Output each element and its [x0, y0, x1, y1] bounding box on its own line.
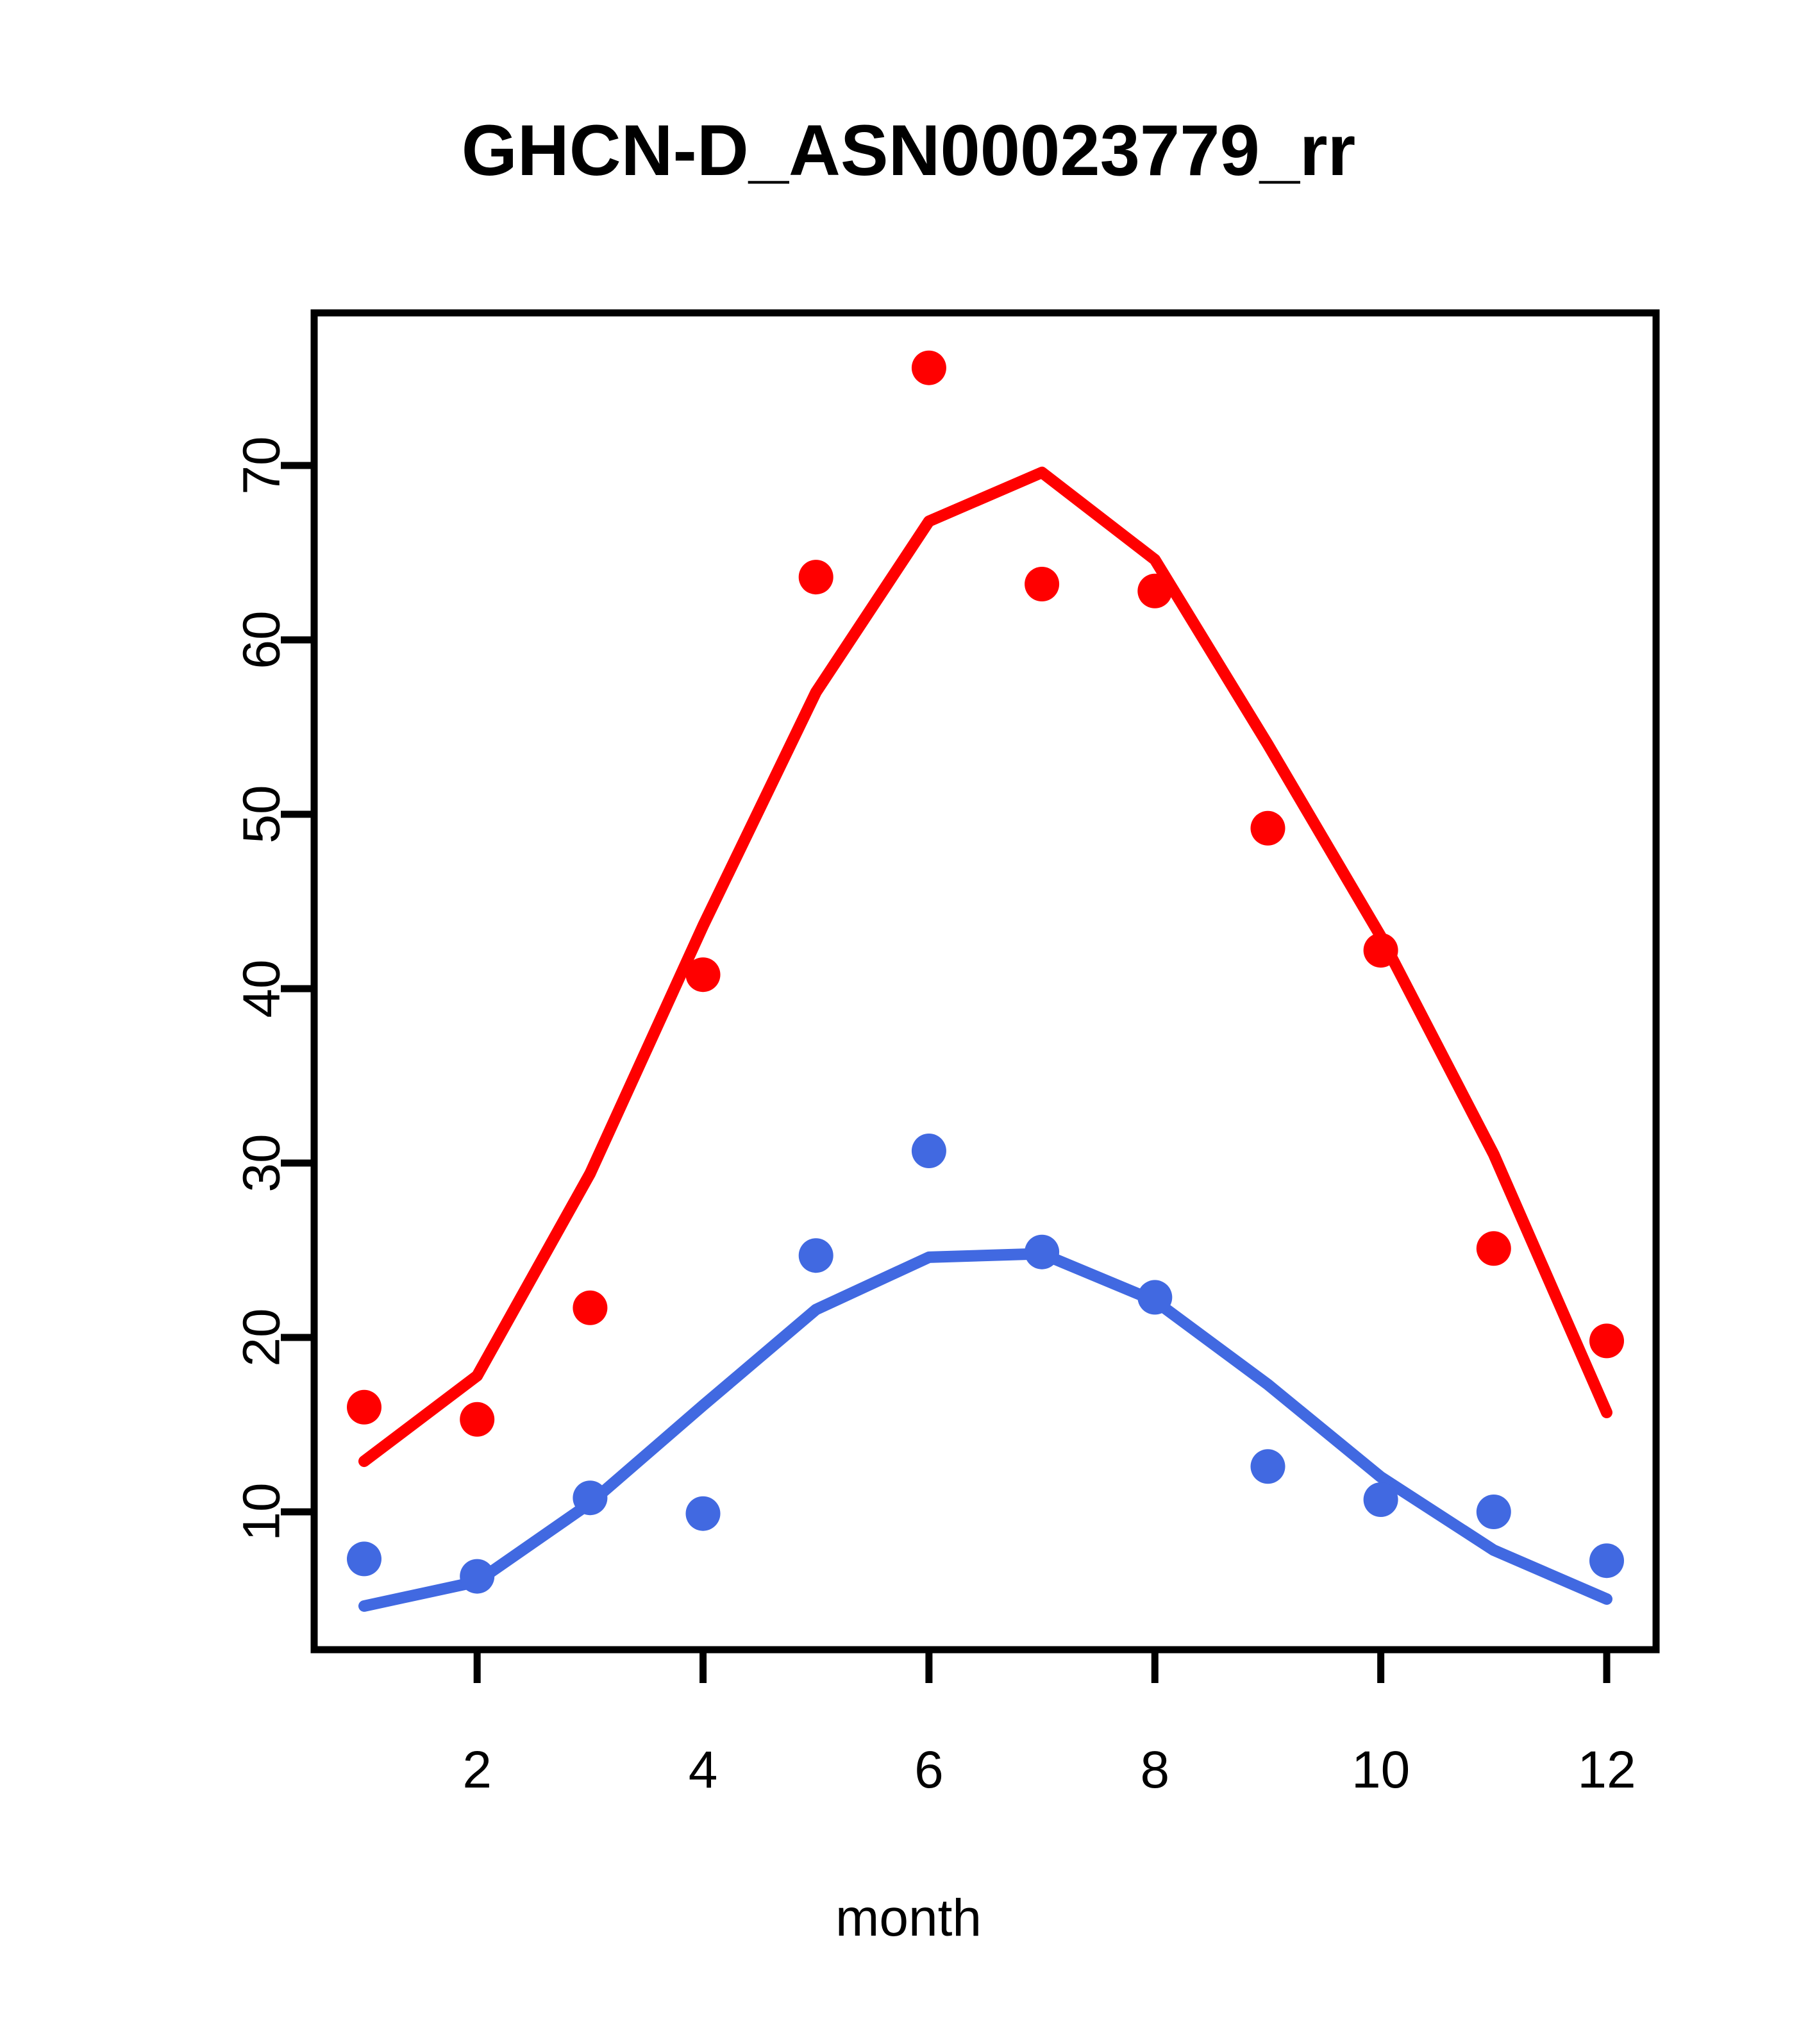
data-point — [911, 1134, 946, 1168]
y-tick-label: 60 — [233, 610, 291, 669]
x-tick-label: 4 — [689, 1741, 718, 1799]
data-point — [798, 560, 833, 595]
y-tick-label: 50 — [233, 785, 291, 843]
x-tick-label: 6 — [914, 1741, 944, 1799]
data-point — [1363, 933, 1398, 968]
y-tick-label: 20 — [233, 1308, 291, 1366]
data-point — [347, 1541, 381, 1577]
data-point — [1476, 1231, 1511, 1266]
x-tick-label: 12 — [1577, 1741, 1636, 1799]
data-point — [685, 1496, 721, 1531]
data-point — [798, 1238, 833, 1273]
data-point — [460, 1402, 495, 1437]
data-point — [1137, 573, 1173, 608]
y-axis-tick-labels: 10 20 30 40 50 60 70 — [233, 436, 291, 1541]
series-line-upper-line — [358, 466, 1612, 1468]
data-point — [1250, 810, 1285, 846]
series-line-lower-line — [358, 1248, 1612, 1612]
data-point — [1137, 1280, 1173, 1315]
data-point — [911, 350, 946, 385]
data-point — [1025, 567, 1060, 601]
x-tick-label: 2 — [462, 1741, 492, 1799]
data-point — [1250, 1449, 1285, 1484]
data-point — [573, 1480, 608, 1516]
series-points-lower-points — [347, 1134, 1624, 1594]
series-points-upper-points — [347, 350, 1624, 1437]
x-axis-tick-labels: 2 4 6 8 10 12 — [462, 1741, 1636, 1799]
data-point — [1025, 1234, 1060, 1269]
data-series — [347, 350, 1624, 1612]
x-tick-label: 8 — [1140, 1741, 1169, 1799]
data-point — [1589, 1543, 1624, 1579]
axes — [281, 309, 1660, 1683]
x-tick-label: 10 — [1352, 1741, 1410, 1799]
data-point — [685, 957, 721, 993]
plot-border — [310, 309, 1660, 1654]
y-axis-ticks — [281, 462, 314, 1516]
y-tick-label: 30 — [233, 1134, 291, 1192]
data-point — [1589, 1323, 1624, 1359]
y-tick-label: 40 — [233, 959, 291, 1018]
data-point — [573, 1290, 608, 1325]
y-tick-label: 10 — [233, 1482, 291, 1541]
data-point — [347, 1389, 381, 1425]
data-point — [1363, 1482, 1398, 1517]
x-axis-ticks — [473, 1650, 1611, 1683]
data-point — [460, 1559, 495, 1594]
page-title: GHCN-D_ASN00023779_rr — [461, 110, 1356, 190]
x-axis-label: month — [835, 1889, 982, 1947]
data-point — [1476, 1495, 1511, 1529]
y-tick-label: 70 — [233, 436, 291, 494]
